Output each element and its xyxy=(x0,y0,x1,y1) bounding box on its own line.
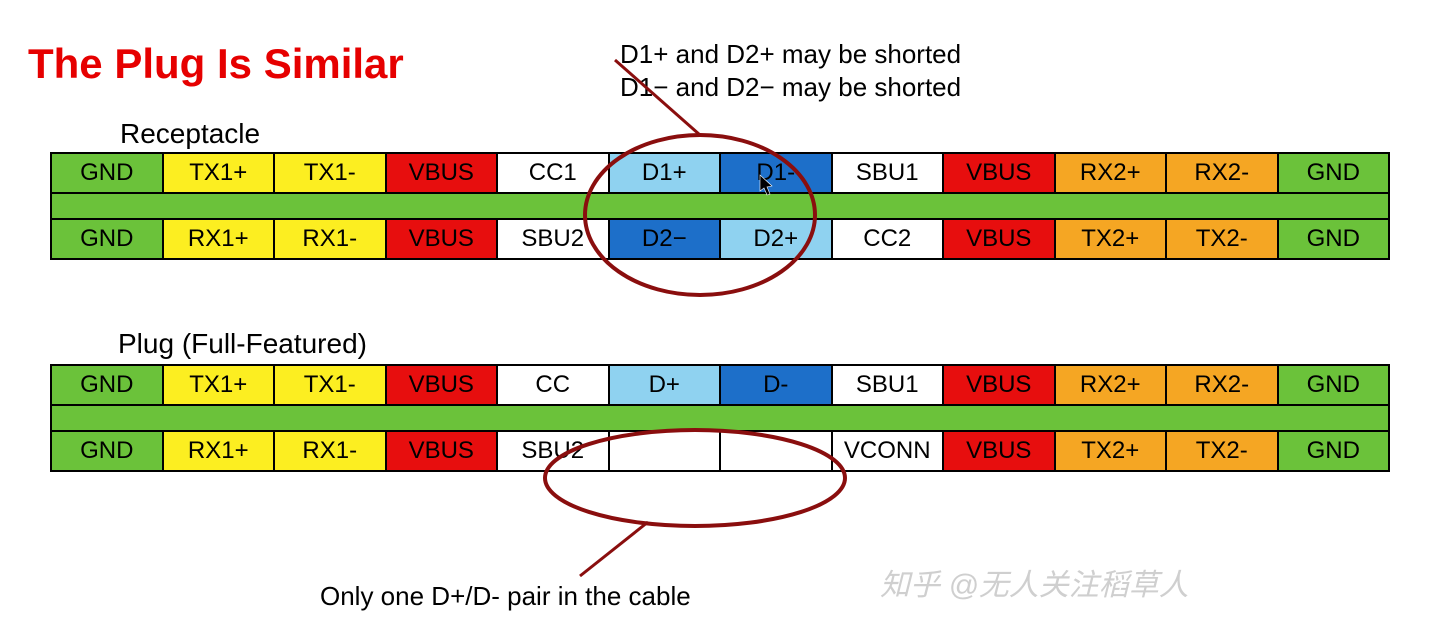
subhead-plug: Plug (Full-Featured) xyxy=(118,328,367,360)
pin-cell: VBUS xyxy=(385,366,497,404)
pin-cell: VBUS xyxy=(942,366,1054,404)
pin-cell: TX2+ xyxy=(1054,432,1166,470)
annotation-bottom: Only one D+/D- pair in the cable xyxy=(320,580,691,613)
pin-gap xyxy=(50,406,1390,430)
annotation-top-line2: D1− and D2− may be shorted xyxy=(620,71,961,104)
pin-cell: SBU2 xyxy=(496,220,608,258)
pin-cell: TX2+ xyxy=(1054,220,1166,258)
pin-cell: GND xyxy=(1277,154,1391,192)
pinout-receptacle: GNDTX1+TX1-VBUSCC1D1+D1-SBU1VBUSRX2+RX2-… xyxy=(50,152,1390,260)
pin-cell: D2+ xyxy=(719,220,831,258)
pin-cell: CC1 xyxy=(496,154,608,192)
pin-cell: D2− xyxy=(608,220,720,258)
pin-cell xyxy=(608,432,720,470)
pin-cell: GND xyxy=(50,432,162,470)
pin-cell: SBU1 xyxy=(831,154,943,192)
pin-cell: SBU2 xyxy=(496,432,608,470)
pin-row: GNDTX1+TX1-VBUSCC1D1+D1-SBU1VBUSRX2+RX2-… xyxy=(50,152,1390,194)
pin-cell: VBUS xyxy=(385,154,497,192)
pin-cell: CC xyxy=(496,366,608,404)
pin-cell: RX1+ xyxy=(162,432,274,470)
pin-cell: TX1+ xyxy=(162,154,274,192)
pin-row: GNDRX1+RX1-VBUSSBU2D2−D2+CC2VBUSTX2+TX2-… xyxy=(50,218,1390,260)
pin-cell: TX2- xyxy=(1165,432,1277,470)
pin-cell: GND xyxy=(1277,220,1391,258)
pin-cell: VBUS xyxy=(385,220,497,258)
pin-cell: VBUS xyxy=(942,154,1054,192)
pin-cell: GND xyxy=(1277,366,1391,404)
pin-gap xyxy=(50,194,1390,218)
pin-cell: RX1- xyxy=(273,432,385,470)
pin-cell: VBUS xyxy=(942,432,1054,470)
pin-cell: GND xyxy=(50,220,162,258)
pin-cell: CC2 xyxy=(831,220,943,258)
pin-cell xyxy=(719,432,831,470)
pin-cell: VBUS xyxy=(385,432,497,470)
pinout-plug: GNDTX1+TX1-VBUSCCD+D-SBU1VBUSRX2+RX2-GND… xyxy=(50,364,1390,472)
pin-cell: RX2- xyxy=(1165,154,1277,192)
pin-cell: RX1+ xyxy=(162,220,274,258)
pin-cell: GND xyxy=(1277,432,1391,470)
pin-cell: GND xyxy=(50,154,162,192)
pin-cell: TX1+ xyxy=(162,366,274,404)
pin-cell: RX2+ xyxy=(1054,366,1166,404)
pin-cell: TX2- xyxy=(1165,220,1277,258)
pin-cell: TX1- xyxy=(273,154,385,192)
watermark: 知乎 @无人关注稻草人 xyxy=(880,560,1189,604)
page-title: The Plug Is Similar xyxy=(28,40,404,88)
pin-cell: RX2- xyxy=(1165,366,1277,404)
pin-cell: RX1- xyxy=(273,220,385,258)
annotation-top-line1: D1+ and D2+ may be shorted xyxy=(620,38,961,71)
pin-cell: D1- xyxy=(719,154,831,192)
pin-cell: D1+ xyxy=(608,154,720,192)
pin-cell: VCONN xyxy=(831,432,943,470)
pin-cell: D- xyxy=(719,366,831,404)
pin-row: GNDRX1+RX1-VBUSSBU2VCONNVBUSTX2+TX2-GND xyxy=(50,430,1390,472)
pin-cell: D+ xyxy=(608,366,720,404)
pin-cell: SBU1 xyxy=(831,366,943,404)
pin-cell: RX2+ xyxy=(1054,154,1166,192)
pin-row: GNDTX1+TX1-VBUSCCD+D-SBU1VBUSRX2+RX2-GND xyxy=(50,364,1390,406)
subhead-receptacle: Receptacle xyxy=(120,118,260,150)
pin-cell: GND xyxy=(50,366,162,404)
annotation-top: D1+ and D2+ may be shorted D1− and D2− m… xyxy=(620,38,961,103)
pin-cell: VBUS xyxy=(942,220,1054,258)
pin-cell: TX1- xyxy=(273,366,385,404)
